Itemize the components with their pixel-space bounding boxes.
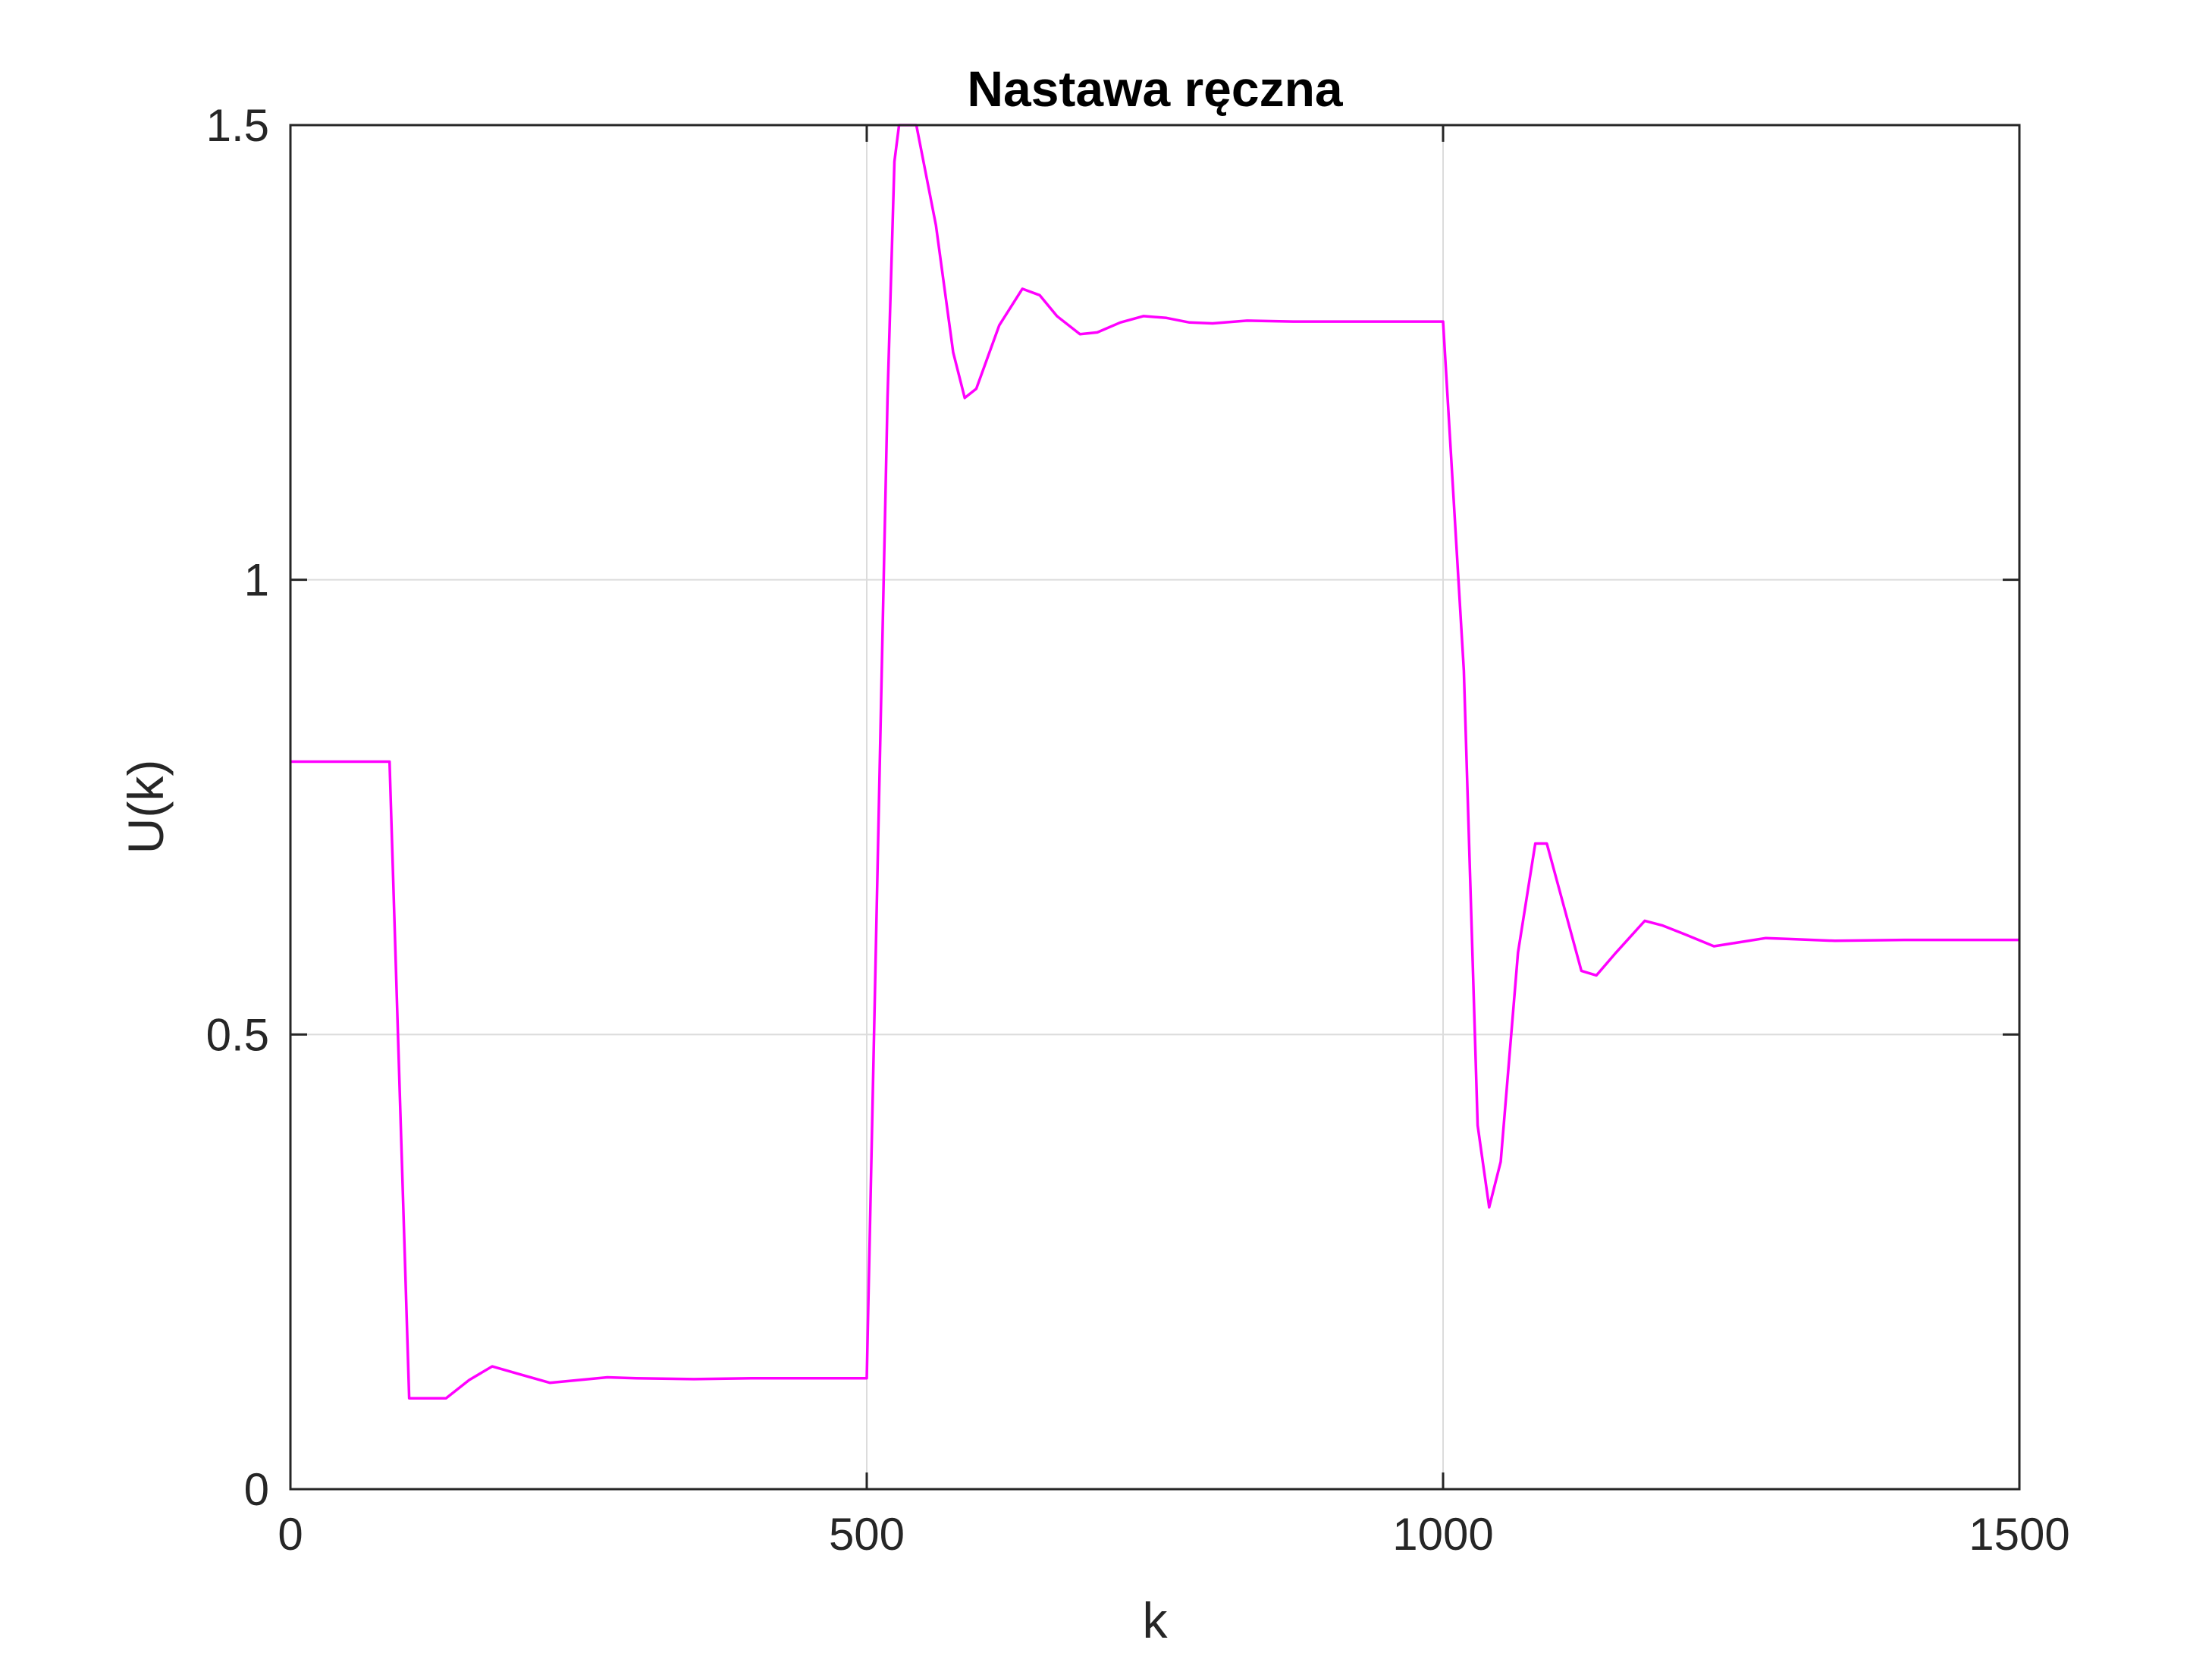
y-tick-label: 0.5	[206, 1009, 269, 1060]
x-tick-labels: 0 500 1000 1500	[278, 1509, 2069, 1560]
y-tick-label: 0	[244, 1464, 269, 1515]
series-group	[290, 124, 2019, 1400]
x-tick-label: 500	[829, 1509, 905, 1560]
x-tick-label: 1000	[1392, 1509, 1493, 1560]
x-tick-label: 1500	[1969, 1509, 2069, 1560]
y-tick-label: 1.5	[206, 100, 269, 151]
y-tick-labels: 0 0.5 1 1.5	[206, 100, 269, 1515]
grid-lines	[290, 125, 2019, 1489]
y-axis-label: U(k)	[118, 760, 174, 855]
plot-area	[290, 125, 2019, 1489]
x-axis-label: k	[1143, 1592, 1169, 1648]
chart-title: Nastawa ręczna	[967, 61, 1344, 117]
plot-frame	[289, 124, 2021, 1491]
tick-marks	[289, 124, 2021, 1491]
x-tick-label: 0	[278, 1509, 303, 1560]
series-line	[290, 124, 2019, 1400]
y-tick-label: 1	[244, 555, 269, 606]
